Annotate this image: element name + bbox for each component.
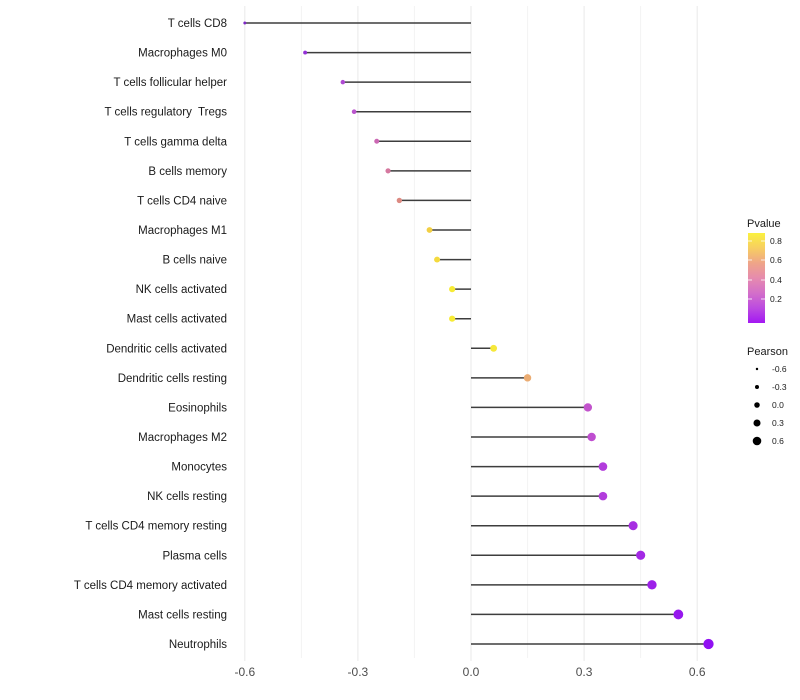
pvalue-legend-tick-label: 0.6	[770, 255, 782, 265]
pearson-legend-tick-label: 0.6	[772, 436, 784, 446]
data-point-dot	[374, 138, 380, 144]
y-axis-label: Macrophages M2	[138, 432, 227, 444]
data-point-dot	[303, 50, 308, 55]
x-axis-tick-label: 0.0	[463, 665, 480, 679]
pearson-legend-title: Pearson	[747, 346, 788, 358]
y-axis-label: Plasma cells	[162, 550, 227, 562]
pearson-legend-tick-label: 0.3	[772, 418, 784, 428]
y-axis-label: B cells naive	[162, 255, 227, 267]
y-axis-label: NK cells activated	[136, 284, 227, 296]
pearson-legend-dot	[753, 419, 761, 427]
y-axis-label: Mast cells activated	[127, 314, 227, 326]
y-axis-label: B cells memory	[148, 166, 227, 178]
x-axis-tick-label: 0.3	[576, 665, 593, 679]
pearson-legend-tick-label: 0.0	[772, 400, 784, 410]
pearson-legend-dot	[755, 385, 759, 389]
pvalue-legend-title: Pvalue	[747, 218, 781, 230]
data-point-dot	[351, 109, 357, 115]
pearson-legend-dot	[755, 367, 759, 371]
data-point-dot	[587, 432, 596, 442]
x-axis-tick-label: -0.6	[234, 665, 255, 679]
data-point-dot	[385, 168, 391, 174]
y-axis-label: T cells CD8	[168, 18, 227, 30]
data-point-dot	[449, 315, 456, 322]
y-axis-label: T cells CD4 naive	[137, 195, 227, 207]
data-point-dot	[426, 227, 433, 233]
data-point-dot	[340, 79, 346, 85]
data-point-dot	[598, 462, 608, 471]
pearson-legend-dot	[754, 402, 760, 408]
data-point-dot	[583, 403, 593, 412]
pvalue-colorbar	[748, 233, 765, 323]
y-axis-label: T cells CD4 memory activated	[74, 580, 227, 592]
data-point-dot	[396, 197, 403, 204]
pearson-legend-dot	[752, 436, 762, 446]
data-point-dot	[523, 374, 532, 382]
y-axis-label: Dendritic cells activated	[106, 343, 227, 355]
data-point-dot	[434, 256, 441, 263]
x-axis-tick-label: -0.3	[348, 665, 369, 679]
y-axis-label: Dendritic cells resting	[118, 373, 227, 385]
y-axis-label: T cells follicular helper	[113, 77, 227, 89]
data-point-dot	[636, 550, 646, 560]
pvalue-legend-tick-label: 0.2	[770, 294, 782, 304]
pearson-legend-tick-label: -0.3	[772, 382, 787, 392]
y-axis-label: Monocytes	[171, 462, 227, 474]
y-axis-label: T cells gamma delta	[124, 136, 227, 148]
data-point-dot	[673, 609, 684, 620]
y-axis-label: Macrophages M0	[138, 48, 227, 60]
pvalue-legend-tick-label: 0.4	[770, 275, 782, 285]
y-axis-label: NK cells resting	[147, 491, 227, 503]
data-point-dot	[243, 21, 247, 25]
data-point-dot	[647, 580, 657, 590]
y-axis-label: Neutrophils	[169, 639, 227, 651]
data-point-dot	[703, 638, 714, 650]
data-point-dot	[628, 521, 638, 531]
pvalue-legend-tick-label: 0.8	[770, 236, 782, 246]
data-point-dot	[490, 344, 498, 352]
y-axis-label: T cells CD4 memory resting	[85, 521, 227, 533]
y-axis-label: Macrophages M1	[138, 225, 227, 237]
data-point-dot	[449, 286, 456, 293]
y-axis-label: Mast cells resting	[138, 609, 227, 621]
data-point-dot	[598, 491, 608, 501]
pearson-legend-tick-label: -0.6	[772, 364, 787, 374]
y-axis-label: T cells regulatory Tregs	[104, 107, 227, 119]
x-axis-tick-label: 0.6	[689, 665, 706, 679]
y-axis-label: Eosinophils	[168, 402, 227, 414]
